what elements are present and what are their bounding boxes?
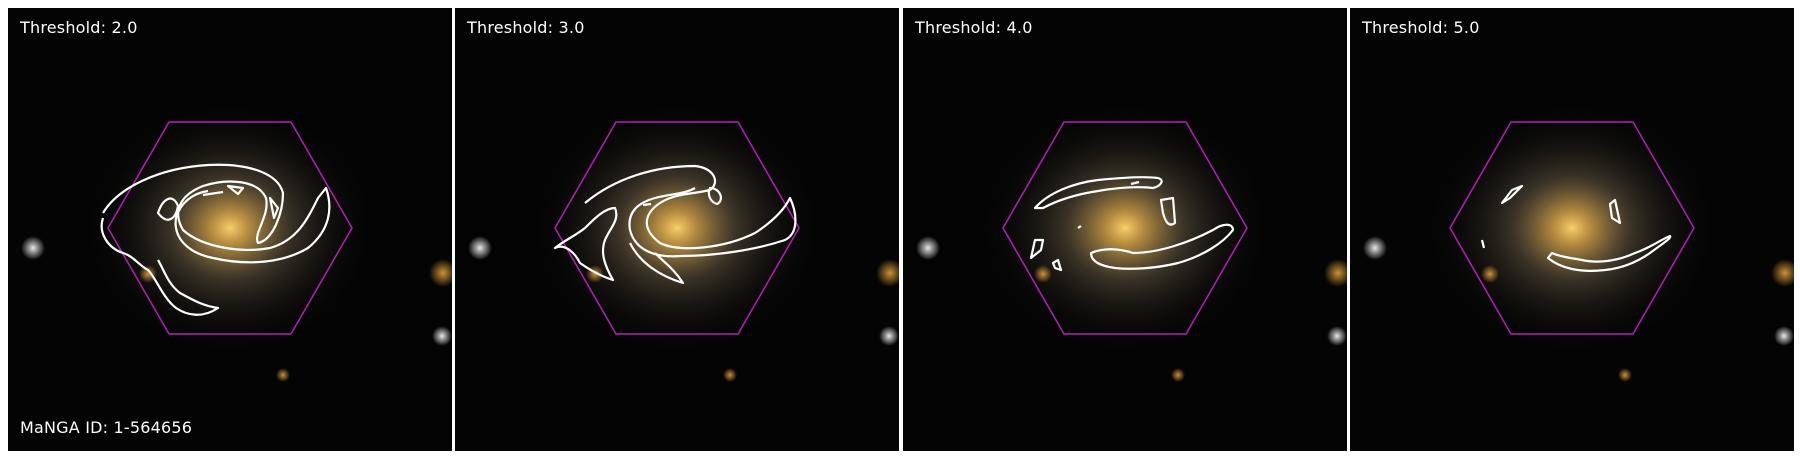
ifu-hexagon [107,121,353,335]
threshold-label: Threshold: 4.0 [915,18,1033,37]
galaxy-glow [80,98,380,358]
star [139,265,157,283]
star [1481,265,1499,283]
manga-id-label: MaNGA ID: 1-564656 [20,418,193,437]
ifu-hexagon [1002,121,1248,335]
galaxy-glow [527,98,827,358]
contour-line [100,217,220,316]
contour-line [629,242,685,285]
contour-line [1033,176,1163,210]
contour-line [226,184,245,196]
star [276,368,290,382]
star [1618,368,1632,382]
contour-line [156,197,180,221]
contour-line [707,186,723,206]
contour-line [1500,184,1524,205]
contour-line [1130,180,1140,186]
contour-line [202,190,224,197]
galaxy-image-3 [916,98,1347,382]
star [879,326,899,346]
threshold-label: Threshold: 2.0 [20,18,138,37]
threshold-label: Threshold: 5.0 [1362,18,1480,37]
star [1324,259,1347,287]
image-panel-1: Threshold: 2.0 MaNGA ID: 1-564656 [8,8,452,451]
contour-line [1546,234,1672,272]
contour-line [1608,198,1622,225]
ifu-hexagon [1449,121,1695,335]
contour-line [102,163,331,264]
contour-line [1077,225,1082,229]
contour-set-1 [100,163,331,316]
contour-set-4 [1480,184,1672,272]
star [1171,368,1185,382]
ifu-hexagon [554,121,800,335]
contour-line [1159,196,1177,226]
star [1327,326,1347,346]
image-panel-2: Threshold: 3.0 [455,8,899,451]
star [1363,236,1387,260]
star [21,236,45,260]
contour-line [1089,223,1235,270]
threshold-label: Threshold: 3.0 [467,18,585,37]
star [916,236,940,260]
contour-line [584,164,797,258]
contour-line [1051,258,1063,272]
contour-set-3 [1029,176,1235,272]
galaxy-glow [975,98,1275,358]
star [723,368,737,382]
star [429,259,452,287]
contour-line [268,196,280,220]
star [1771,259,1794,287]
contour-line [1480,239,1486,249]
image-panel-3: Threshold: 4.0 [903,8,1347,451]
star [1034,265,1052,283]
galaxy-image-2 [468,98,899,382]
galaxy-image-4 [1363,98,1794,382]
star [1774,326,1794,346]
contour-line [642,202,652,207]
galaxy-image-1 [21,98,452,382]
contour-line [1029,238,1045,260]
star [876,259,899,287]
contour-line [553,206,618,282]
galaxy-glow [1422,98,1722,358]
image-panel-4: Threshold: 5.0 [1350,8,1794,451]
star [432,326,452,346]
contour-set-2 [553,164,797,285]
star [468,236,492,260]
